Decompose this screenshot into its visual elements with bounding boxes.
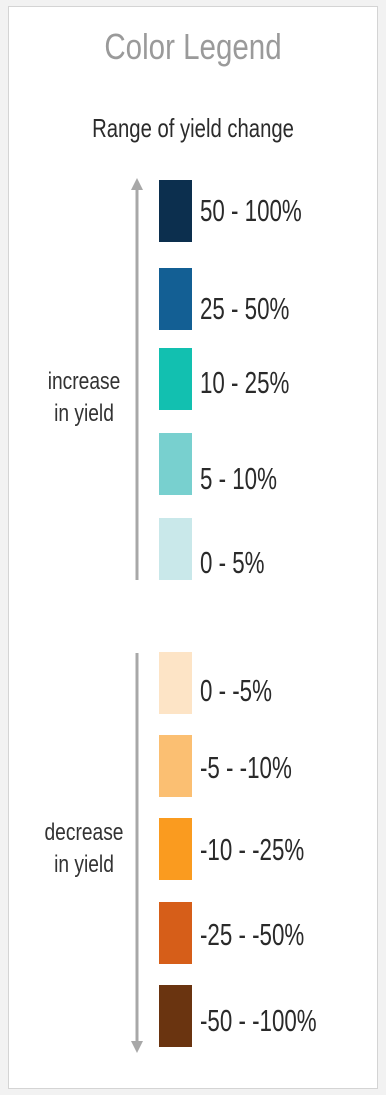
swatch-decrease-50-100 xyxy=(159,985,192,1047)
label-decrease-0-5: 0 - -5% xyxy=(200,673,272,708)
label-decrease-25-50: -25 - -50% xyxy=(200,917,305,952)
swatch-decrease-0-5 xyxy=(159,652,192,714)
swatch-decrease-10-25 xyxy=(159,818,192,880)
label-decrease-10-25: -10 - -25% xyxy=(200,832,305,867)
decrease-label-line-1: decrease xyxy=(44,819,124,846)
label-increase-10-25: 10 - 25% xyxy=(200,365,290,400)
swatch-increase-50-100 xyxy=(159,180,192,242)
decrease-label-line-2: in yield xyxy=(54,851,114,878)
decrease-arrow-icon xyxy=(130,653,144,1053)
swatch-increase-10-25 xyxy=(159,348,192,410)
increase-label-line-2: in yield xyxy=(54,400,114,427)
swatch-decrease-25-50 xyxy=(159,902,192,964)
swatch-increase-0-5 xyxy=(159,518,192,580)
legend-subtitle: Range of yield change xyxy=(92,113,294,143)
label-increase-5-10: 5 - 10% xyxy=(200,461,277,496)
increase-label-line-1: increase xyxy=(47,368,121,395)
increase-group-label: increase in yield xyxy=(36,366,132,430)
swatch-increase-5-10 xyxy=(159,433,192,495)
label-decrease-50-100: -50 - -100% xyxy=(200,1003,317,1038)
label-increase-0-5: 0 - 5% xyxy=(200,545,265,580)
decrease-group-label: decrease in yield xyxy=(36,817,132,881)
legend-title: Color Legend xyxy=(104,26,282,67)
label-increase-25-50: 25 - 50% xyxy=(200,291,290,326)
label-decrease-5-10: -5 - -10% xyxy=(200,750,292,785)
swatch-increase-25-50 xyxy=(159,268,192,330)
label-increase-50-100: 50 - 100% xyxy=(200,193,302,228)
increase-arrow-icon xyxy=(130,178,144,580)
legend-panel xyxy=(8,6,378,1089)
swatch-decrease-5-10 xyxy=(159,735,192,797)
